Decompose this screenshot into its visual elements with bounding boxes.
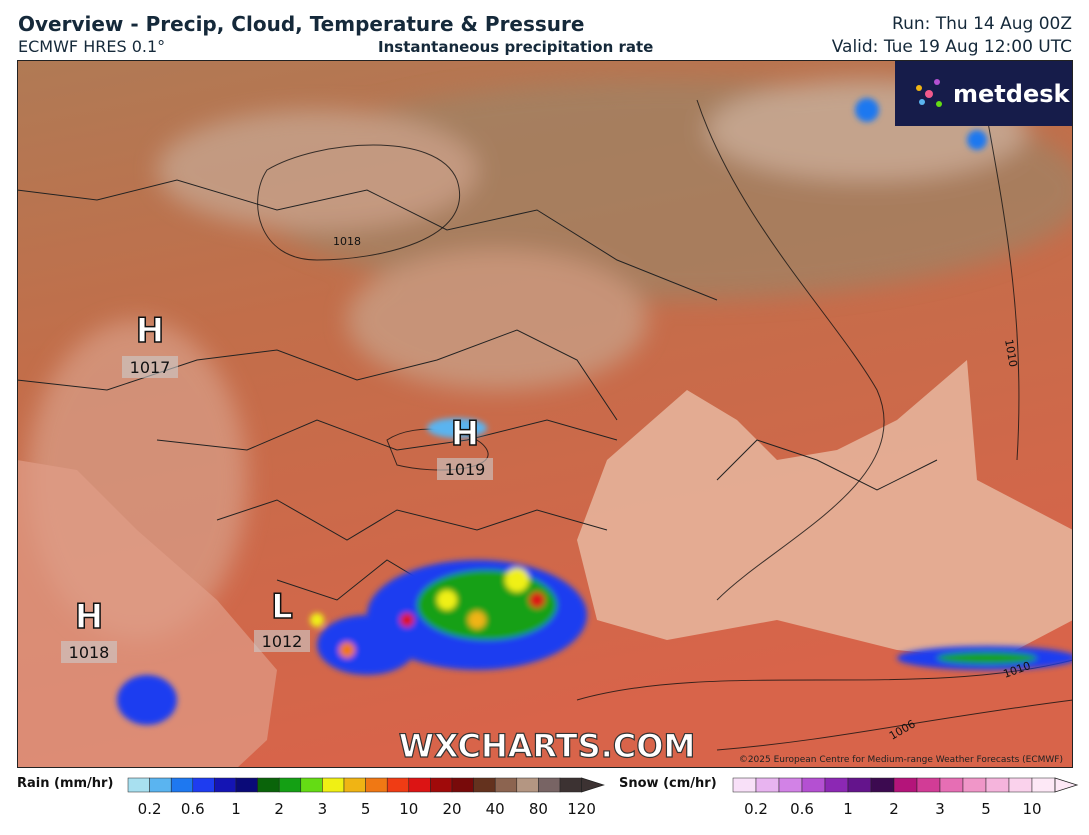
centre-letter: L xyxy=(271,587,293,627)
tick-label: 2 xyxy=(889,800,899,818)
swatch xyxy=(149,777,172,793)
swatch xyxy=(847,777,872,793)
tick-label: 0.2 xyxy=(744,800,768,818)
swatch xyxy=(127,777,150,793)
logo-icon xyxy=(916,79,942,107)
tick-label: 0.6 xyxy=(181,800,205,818)
adriatic xyxy=(17,460,277,768)
arrow xyxy=(581,777,605,793)
tick-label: 0.2 xyxy=(138,800,162,818)
tick-label: 80 xyxy=(529,800,548,818)
pressure-centres: H 1017 H 1019 H 1018 L 1012 xyxy=(61,310,493,663)
product: Instantaneous precipitation rate xyxy=(378,38,654,56)
swatch xyxy=(235,777,258,793)
centre-letter: H xyxy=(75,597,103,637)
centre-letter: H xyxy=(451,414,479,454)
tick-label: 120 xyxy=(567,800,596,818)
swatch xyxy=(494,777,518,793)
swatch xyxy=(1031,777,1056,793)
tick-label: 20 xyxy=(442,800,461,818)
swatch xyxy=(939,777,964,793)
swatch xyxy=(778,777,803,793)
tick-label: 3 xyxy=(935,800,945,818)
model: ECMWF HRES 0.1° xyxy=(18,37,166,56)
swatch xyxy=(386,777,410,793)
tick-label: 5 xyxy=(981,800,991,818)
borders xyxy=(17,179,938,601)
swatch xyxy=(916,777,941,793)
watermark: WXCHARTS.COM xyxy=(399,727,696,765)
valid: Valid: Tue 19 Aug 12:00 UTC xyxy=(831,37,1072,57)
tick-label: 10 xyxy=(1022,800,1041,818)
tick-label: 1 xyxy=(231,800,241,818)
swatch xyxy=(538,777,561,793)
arrow xyxy=(1054,777,1079,793)
swatch xyxy=(170,777,194,793)
centre-value: 1012 xyxy=(262,632,303,651)
swatch xyxy=(278,777,302,793)
centre-letter: H xyxy=(136,311,164,351)
tick-label: 5 xyxy=(361,800,371,818)
swatch xyxy=(893,777,918,793)
swatch xyxy=(408,777,431,793)
tick-label: 3 xyxy=(318,800,328,818)
swatch xyxy=(214,777,237,793)
rain-label: Rain (mm/hr) xyxy=(17,776,113,791)
swatch xyxy=(430,777,453,793)
swatch xyxy=(824,777,849,793)
swatch xyxy=(300,777,323,793)
precipitation xyxy=(117,98,1073,725)
cloud-cover xyxy=(27,80,1073,640)
tick-label: 2 xyxy=(274,800,284,818)
swatch xyxy=(985,777,1010,793)
swatch xyxy=(870,777,895,793)
run: Run: Thu 14 Aug 00Z xyxy=(892,14,1072,34)
swatch xyxy=(192,777,215,793)
logo-text: metdesk xyxy=(953,80,1071,108)
tick-label: 1 xyxy=(843,800,853,818)
swatch xyxy=(257,777,280,793)
isobars xyxy=(257,60,1073,751)
swatch xyxy=(473,777,496,793)
swatch xyxy=(365,777,388,793)
swatch xyxy=(732,777,757,793)
tick-label: 0.6 xyxy=(790,800,814,818)
tick-label: 10 xyxy=(399,800,418,818)
snow-label: Snow (cm/hr) xyxy=(619,776,717,791)
logo-box xyxy=(895,60,1073,126)
swatch xyxy=(801,777,826,793)
swatch xyxy=(962,777,987,793)
swatch xyxy=(1008,777,1033,793)
title: Overview - Precip, Cloud, Temperature & … xyxy=(18,12,585,36)
centre-value: 1018 xyxy=(69,643,110,662)
copyright: ©2025 European Centre for Medium-range W… xyxy=(739,755,1063,765)
centre-value: 1019 xyxy=(445,460,486,479)
swatch xyxy=(559,777,582,793)
legend: Rain (mm/hr) Snow (cm/hr) 0.2 0.6 1 2 3 5 10 20… xyxy=(17,776,1079,818)
map: H 1017 H 1019 H 1018 L 1012 1018 1010 10… xyxy=(17,60,1073,768)
swatch xyxy=(755,777,780,793)
swatch xyxy=(451,777,474,793)
tick-label: 40 xyxy=(486,800,505,818)
black-sea xyxy=(577,360,1073,660)
swatch xyxy=(516,777,539,793)
swatch xyxy=(343,777,366,793)
centre-value: 1017 xyxy=(130,358,171,377)
map-frame xyxy=(17,60,1073,768)
isobar-label: 1010 xyxy=(1002,338,1020,368)
swatch xyxy=(322,777,345,793)
isobar-label: 1018 xyxy=(333,235,361,248)
